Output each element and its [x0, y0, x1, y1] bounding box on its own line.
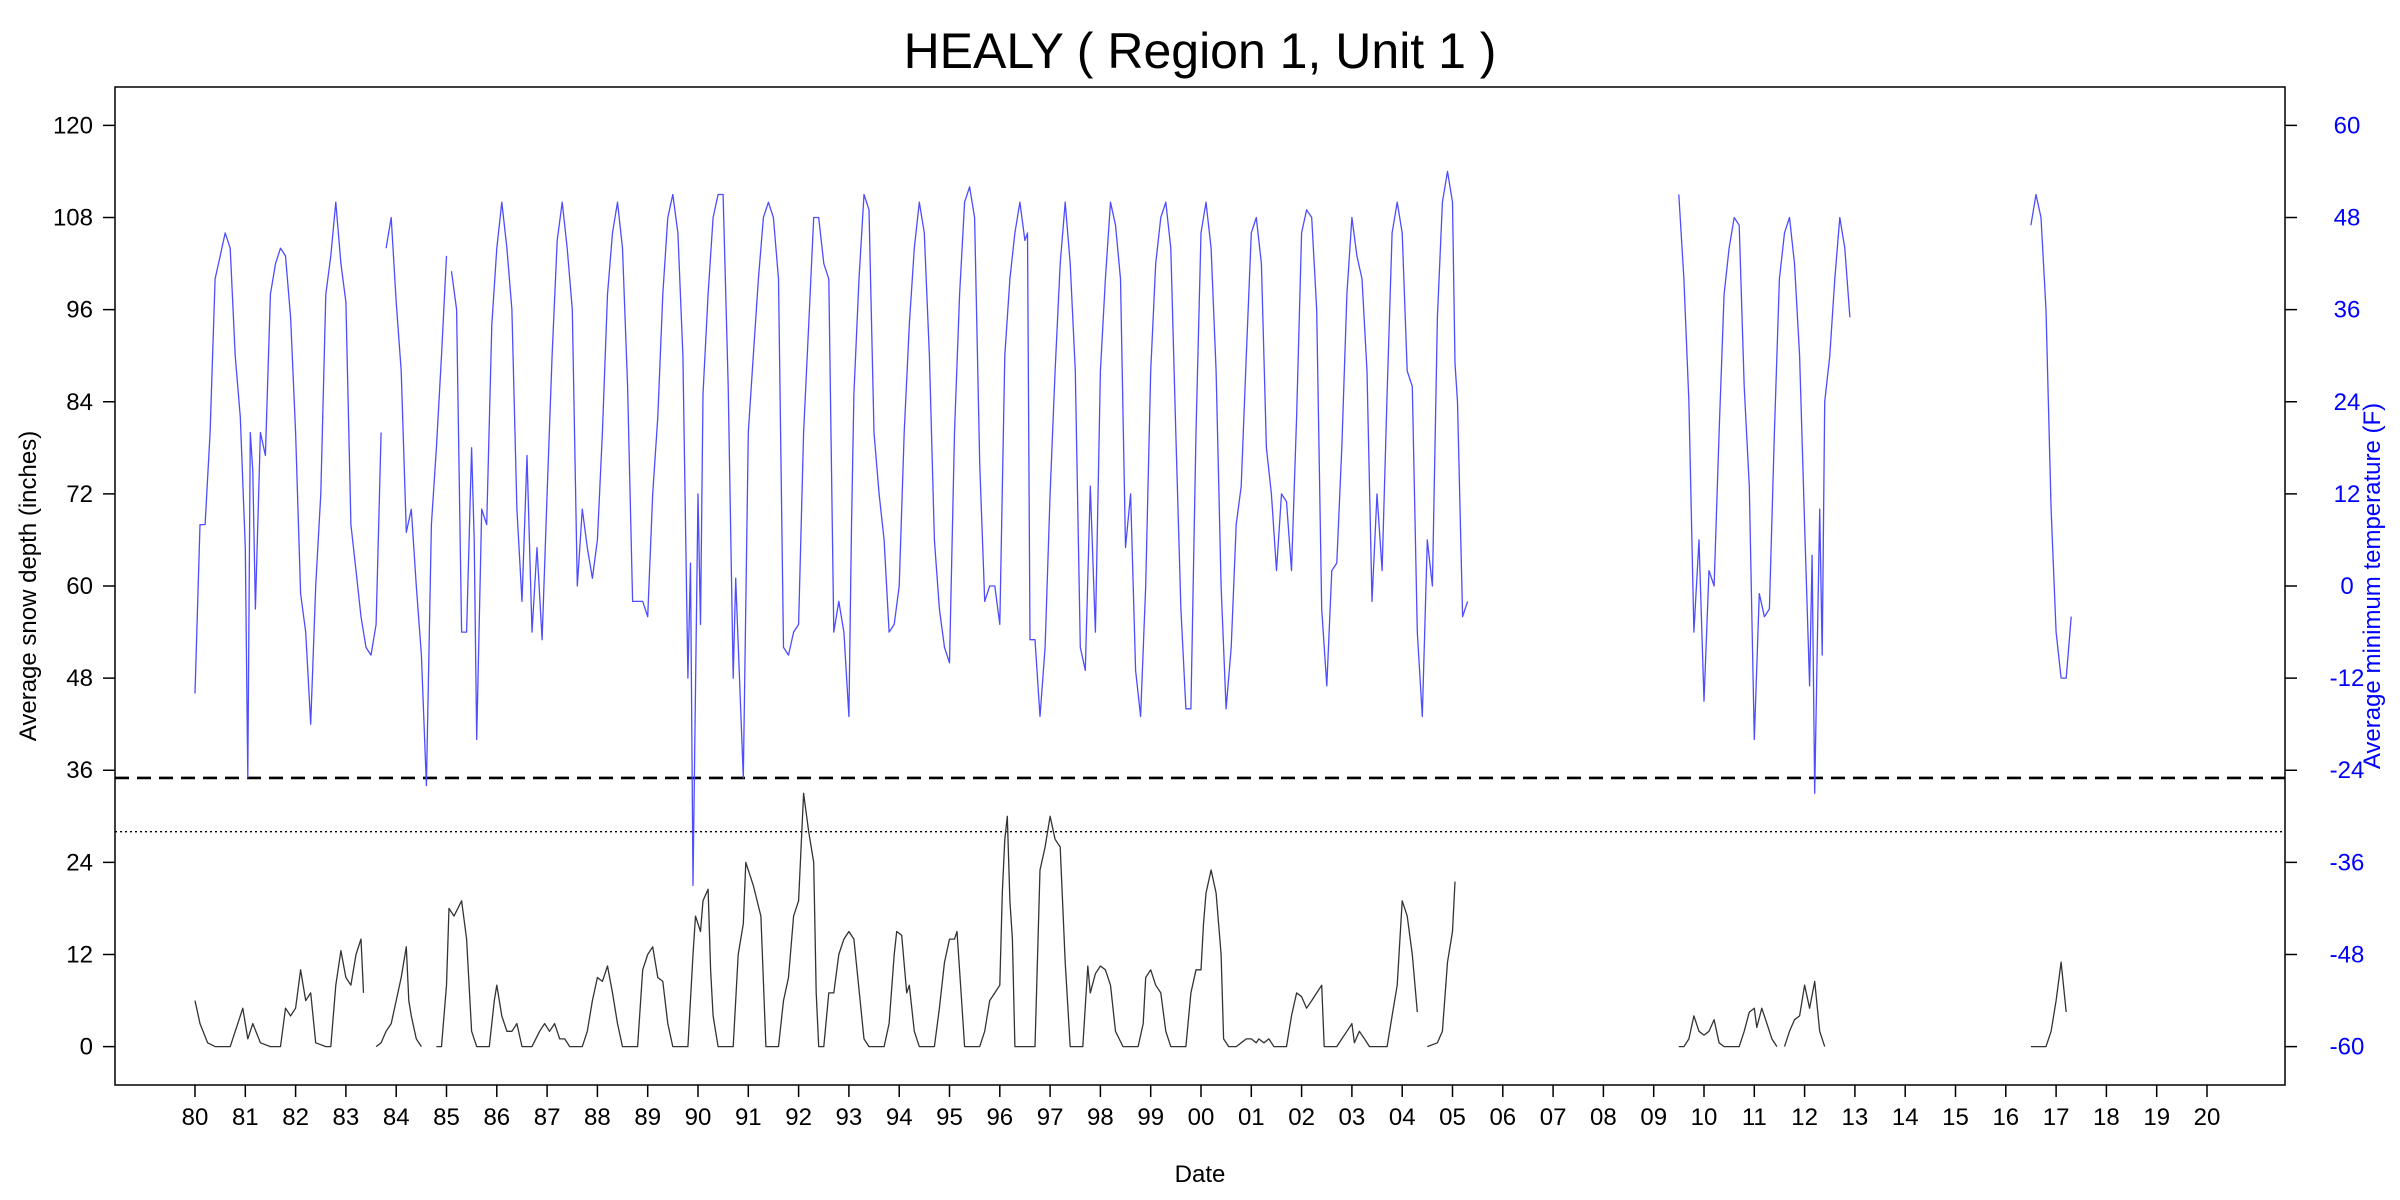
right-tick-label: 60 [2334, 112, 2361, 139]
x-tick-label: 91 [735, 1104, 762, 1131]
x-axis-title: Date [1175, 1161, 1226, 1188]
x-tick-label: 03 [1339, 1104, 1366, 1131]
x-tick-label: 81 [232, 1104, 259, 1131]
temperature-line-segment [450, 170, 1469, 887]
snow-depth-line-segment [2030, 961, 2067, 1048]
right-tick-label: 48 [2334, 205, 2361, 232]
x-tick-label: 13 [1842, 1104, 1869, 1131]
left-tick-label: 24 [66, 849, 93, 876]
x-tick-label: 88 [584, 1104, 611, 1131]
x-tick-label: 10 [1691, 1104, 1718, 1131]
right-tick-label: -24 [2330, 757, 2365, 784]
x-tick-label: 18 [2093, 1104, 2120, 1131]
right-tick-label: 36 [2334, 297, 2361, 324]
right-axis-title: Average minimum temperature (F) [2359, 403, 2386, 769]
temperature-line-segment [385, 216, 448, 787]
x-tick-label: 07 [1540, 1104, 1567, 1131]
snow-depth-line-segment [1427, 881, 1456, 1048]
x-tick-label: 01 [1238, 1104, 1265, 1131]
left-tick-label: 0 [80, 1034, 93, 1061]
right-axis: -60 -48 -36 -24 -12 0 12 24 36 48 60 [2285, 112, 2365, 1061]
x-tick-label: 97 [1037, 1104, 1064, 1131]
x-tick-label: 20 [2194, 1104, 2221, 1131]
left-tick-label: 60 [66, 573, 93, 600]
x-tick-label: 09 [1640, 1104, 1667, 1131]
plot-frame [114, 86, 2286, 1086]
left-tick-label: 96 [66, 297, 93, 324]
chart-title: HEALY ( Region 1, Unit 1 ) [904, 23, 1497, 79]
right-tick-label: 12 [2334, 481, 2361, 508]
x-tick-label: 92 [785, 1104, 812, 1131]
left-axis-title: Average snow depth (inches) [15, 431, 42, 741]
snow-depth-line-segment [375, 946, 422, 1048]
x-tick-label: 14 [1892, 1104, 1919, 1131]
x-tick-label: 86 [483, 1104, 510, 1131]
x-tick-label: 00 [1188, 1104, 1215, 1131]
x-tick-label: 19 [2143, 1104, 2170, 1131]
right-tick-label: 0 [2340, 573, 2353, 600]
x-tick-label: 15 [1942, 1104, 1969, 1131]
left-tick-label: 108 [53, 205, 93, 232]
left-tick-label: 120 [53, 112, 93, 139]
x-tick-label: 98 [1087, 1104, 1114, 1131]
x-axis: 80 81 82 83 84 85 86 87 88 89 90 91 92 93 94 95 96 97 98 99… [182, 1085, 2221, 1131]
snow-depth-line-segment [1678, 1007, 1778, 1048]
x-tick-label: 17 [2043, 1104, 2070, 1131]
right-tick-label: -12 [2330, 665, 2365, 692]
snow-depth-line-segment [436, 792, 1418, 1048]
right-tick-label: -48 [2330, 941, 2365, 968]
snow-depth-line-segment [1783, 980, 1826, 1047]
temperature-line-segment [1678, 194, 1851, 794]
x-tick-label: 99 [1137, 1104, 1164, 1131]
x-tick-label: 02 [1288, 1104, 1315, 1131]
left-tick-label: 12 [66, 941, 93, 968]
x-tick-label: 87 [534, 1104, 561, 1131]
x-tick-label: 08 [1590, 1104, 1617, 1131]
left-tick-label: 48 [66, 665, 93, 692]
right-tick-label: -36 [2330, 849, 2365, 876]
x-tick-label: 94 [886, 1104, 913, 1131]
x-tick-label: 93 [836, 1104, 863, 1131]
x-tick-label: 85 [433, 1104, 460, 1131]
right-tick-label: -60 [2330, 1034, 2365, 1061]
left-tick-label: 72 [66, 481, 93, 508]
left-axis: 0 12 24 36 48 60 72 84 96 108 120 [53, 112, 115, 1061]
x-tick-label: 84 [383, 1104, 410, 1131]
temperature-line-segment [2030, 193, 2072, 679]
x-tick-label: 89 [634, 1104, 661, 1131]
x-tick-label: 11 [1742, 1104, 1767, 1131]
right-tick-label: 24 [2334, 389, 2361, 416]
x-tick-label: 95 [936, 1104, 963, 1131]
reference-lines [115, 776, 2285, 833]
x-tick-label: 83 [333, 1104, 360, 1131]
x-tick-label: 16 [1992, 1104, 2019, 1131]
x-tick-label: 82 [282, 1104, 309, 1131]
temperature-line-segment [194, 201, 382, 779]
x-tick-label: 96 [986, 1104, 1013, 1131]
snow-depth-series [194, 792, 2067, 1048]
x-tick-label: 90 [685, 1104, 712, 1131]
snow-depth-line-segment [194, 938, 365, 1048]
left-tick-label: 36 [66, 757, 93, 784]
x-tick-label: 04 [1389, 1104, 1416, 1131]
left-tick-label: 84 [66, 389, 93, 416]
x-tick-label: 05 [1439, 1104, 1466, 1131]
min-temperature-series [194, 170, 2072, 887]
x-tick-label: 06 [1489, 1104, 1516, 1131]
x-tick-label: 80 [182, 1104, 209, 1131]
x-tick-label: 12 [1791, 1104, 1818, 1131]
